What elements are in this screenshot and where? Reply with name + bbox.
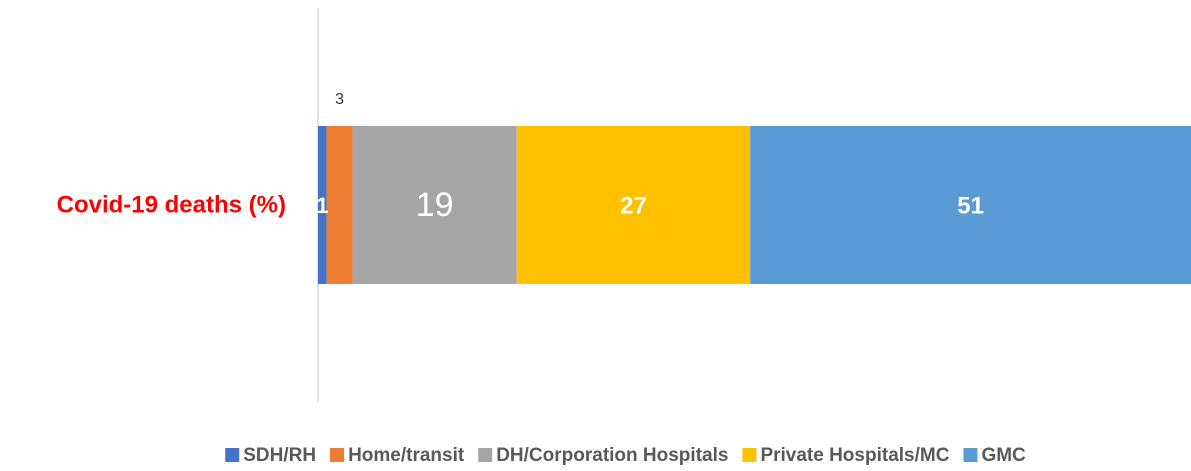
legend-label: Home/transit — [348, 445, 465, 466]
legend-label: GMC — [981, 445, 1026, 466]
legend-label: DH/Corporation Hospitals — [496, 445, 728, 466]
bar-segment — [318, 126, 327, 284]
legend-label: Private Hospitals/MC — [760, 445, 949, 466]
bar-segment — [750, 126, 1191, 284]
bar-segment — [516, 126, 751, 284]
legend-swatch — [963, 448, 978, 462]
legend-swatch — [742, 448, 757, 462]
legend-label: SDH/RH — [243, 445, 316, 466]
legend-swatch — [330, 448, 345, 462]
data-label: 3 — [335, 91, 344, 108]
legend-swatch — [478, 448, 493, 462]
data-label: 19 — [416, 186, 454, 224]
data-label: 27 — [620, 192, 647, 219]
data-label: 1 — [316, 193, 328, 218]
data-label: 51 — [957, 192, 984, 219]
bar-segment — [352, 126, 517, 284]
category-label: Covid-19 deaths (%) — [57, 191, 286, 218]
bar-segment — [326, 126, 353, 284]
legend-swatch — [225, 448, 240, 462]
